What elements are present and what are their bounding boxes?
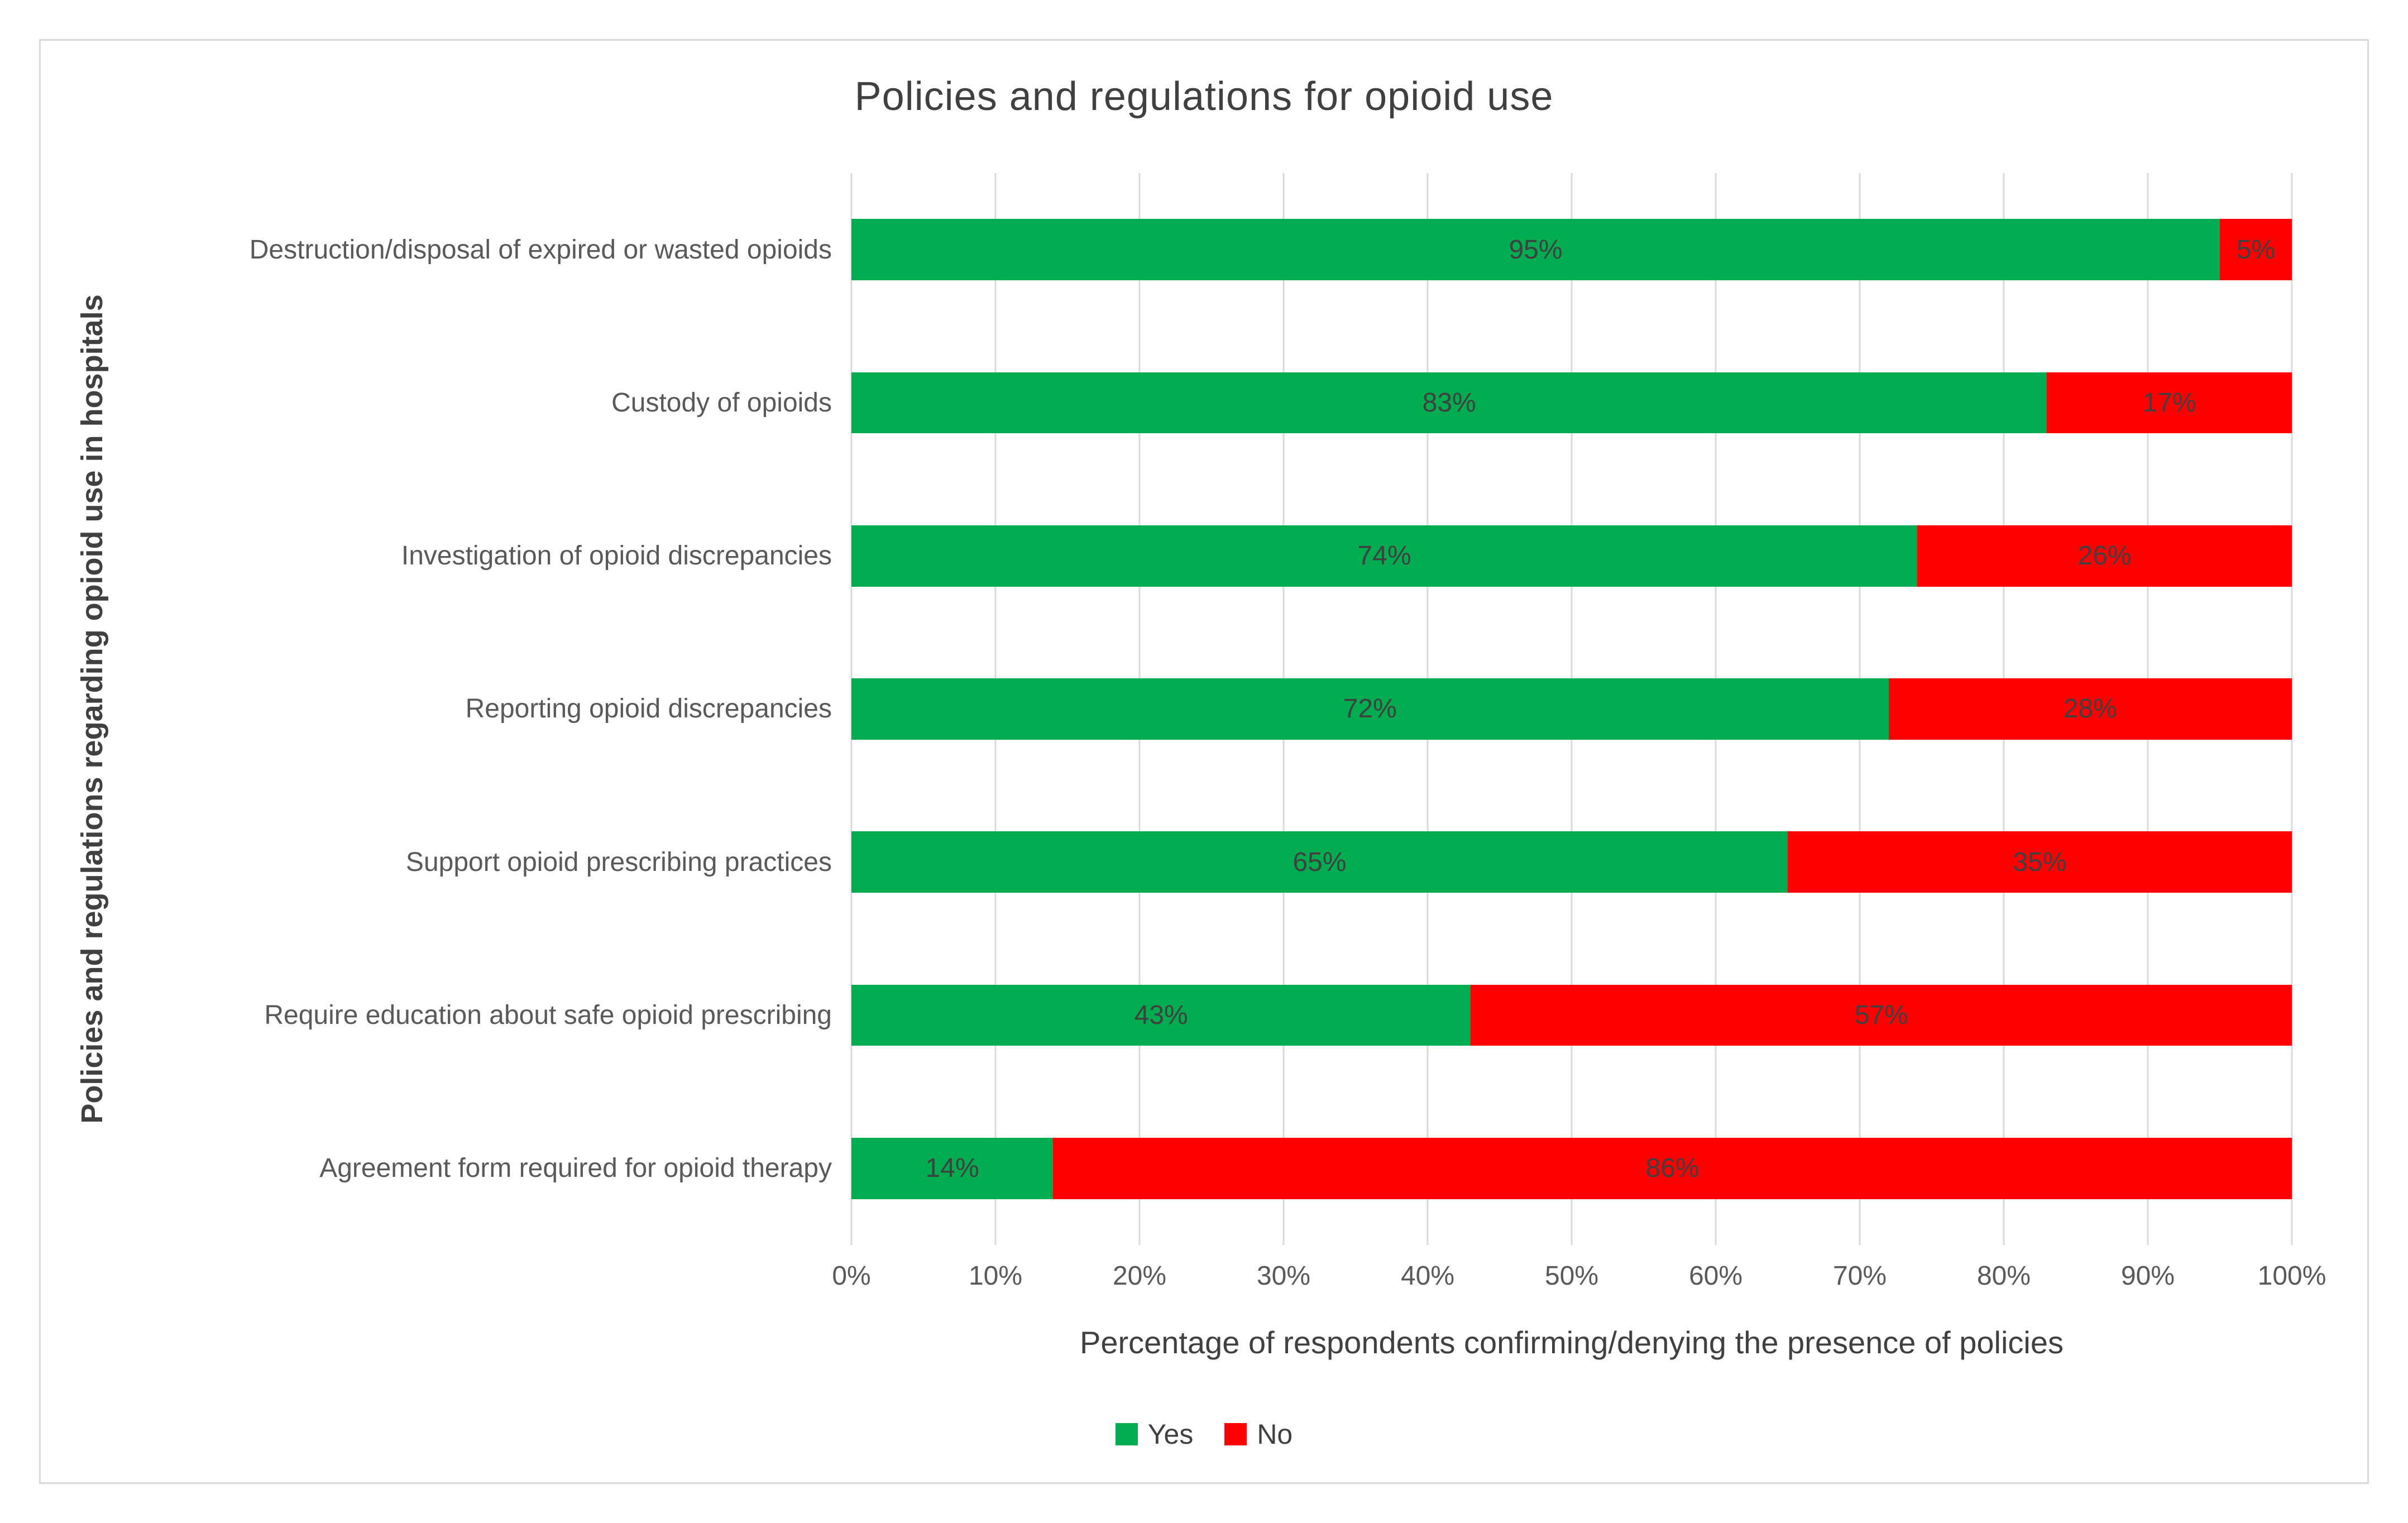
bar-value-label: 26% [2077, 541, 2132, 571]
bar-segment-yes: 95% [851, 219, 2220, 280]
bar-value-label: 95% [1509, 234, 1563, 265]
bar-row: 72% 28% [851, 633, 2292, 786]
bar-value-label: 83% [1422, 387, 1476, 418]
x-axis-ticks: 0% 10% 20% 30% 40% 50% 60% 70% 80% 90% 100% [832, 1261, 2326, 1300]
bar-segment-no: 35% [1788, 831, 2292, 893]
bar-segment-yes: 43% [851, 984, 1471, 1046]
bar-segment-no: 26% [1917, 525, 2292, 587]
bar-value-label: 65% [1292, 847, 1347, 877]
bars-layer: 95% 5% 83% 17% 74% 26% 72% 28% 65% 35% 43% 57% 14% 86… [851, 173, 2292, 1245]
y-axis-title: Policies and regulations regarding opioi… [75, 294, 109, 1124]
x-axis-title: Percentage of respondents confirming/den… [1080, 1325, 2064, 1360]
bar-row: 65% 35% [851, 786, 2292, 938]
x-tick-label: 30% [1256, 1261, 1311, 1291]
stacked-bar: 65% 35% [851, 831, 2292, 893]
category-label: Destruction/disposal of expired or waste… [249, 234, 832, 265]
bar-row: 74% 26% [851, 480, 2292, 633]
stacked-bar: 83% 17% [851, 372, 2292, 434]
stacked-bar: 72% 28% [851, 678, 2292, 740]
x-tick-label: 10% [968, 1261, 1023, 1291]
x-tick-label: 0% [832, 1261, 871, 1291]
plot-area: 95% 5% 83% 17% 74% 26% 72% 28% 65% 35% 43% 57% 14% 86… [850, 173, 2293, 1245]
legend-swatch-no [1224, 1423, 1247, 1445]
legend-swatch-yes [1115, 1423, 1138, 1445]
bar-value-label: 43% [1134, 1000, 1188, 1031]
stacked-bar: 74% 26% [851, 525, 2292, 587]
category-label: Custody of opioids [611, 387, 832, 418]
x-tick-label: 100% [2257, 1261, 2326, 1291]
bar-segment-no: 17% [2047, 372, 2292, 434]
category-axis: Destruction/disposal of expired or waste… [128, 173, 832, 1245]
bar-segment-yes: 72% [851, 678, 1889, 740]
category-label: Support opioid prescribing practices [405, 847, 832, 877]
stacked-bar: 43% 57% [851, 984, 2292, 1046]
legend-item-yes: Yes [1115, 1418, 1194, 1450]
bar-value-label: 72% [1343, 694, 1397, 724]
bar-value-label: 5% [2236, 234, 2276, 265]
category-label: Investigation of opioid discrepancies [401, 541, 832, 571]
x-tick-label: 90% [2120, 1261, 2175, 1291]
bar-segment-yes: 14% [851, 1137, 1054, 1199]
bar-segment-yes: 74% [851, 525, 1918, 587]
stacked-bar: 14% 86% [851, 1137, 2292, 1199]
category-label: Reporting opioid discrepancies [465, 694, 832, 724]
category-label: Require education about safe opioid pres… [264, 1000, 832, 1031]
chart-title: Policies and regulations for opioid use [854, 74, 1554, 119]
bar-segment-no: 28% [1888, 678, 2292, 740]
bar-segment-no: 5% [2220, 219, 2292, 280]
bar-segment-no: 86% [1053, 1137, 2292, 1199]
bar-value-label: 17% [2142, 387, 2196, 418]
bar-value-label: 57% [1854, 1000, 1908, 1031]
gridline [2291, 173, 2293, 1245]
stacked-bar: 95% 5% [851, 219, 2292, 280]
bar-value-label: 74% [1357, 541, 1411, 571]
bar-value-label: 28% [2063, 694, 2117, 724]
bar-row: 14% 86% [851, 1092, 2292, 1245]
legend-label: Yes [1147, 1419, 1194, 1450]
x-tick-label: 70% [1832, 1261, 1887, 1291]
bar-value-label: 86% [1645, 1153, 1700, 1184]
bar-segment-yes: 83% [851, 372, 2047, 434]
bar-row: 43% 57% [851, 938, 2292, 1091]
x-tick-label: 20% [1112, 1261, 1167, 1291]
bar-value-label: 35% [2013, 847, 2067, 877]
bar-row: 95% 5% [851, 173, 2292, 326]
legend-label: No [1257, 1419, 1293, 1450]
bar-segment-no: 57% [1471, 984, 2292, 1046]
category-label: Agreement form required for opioid thera… [319, 1153, 832, 1184]
legend: Yes No [0, 1418, 2408, 1450]
bar-segment-yes: 65% [851, 831, 1788, 893]
bar-row: 83% 17% [851, 326, 2292, 479]
legend-item-no: No [1224, 1418, 1292, 1450]
x-tick-label: 40% [1400, 1261, 1455, 1291]
bar-value-label: 14% [925, 1153, 979, 1184]
x-tick-label: 80% [1976, 1261, 2031, 1291]
x-tick-label: 60% [1688, 1261, 1743, 1291]
x-tick-label: 50% [1544, 1261, 1599, 1291]
